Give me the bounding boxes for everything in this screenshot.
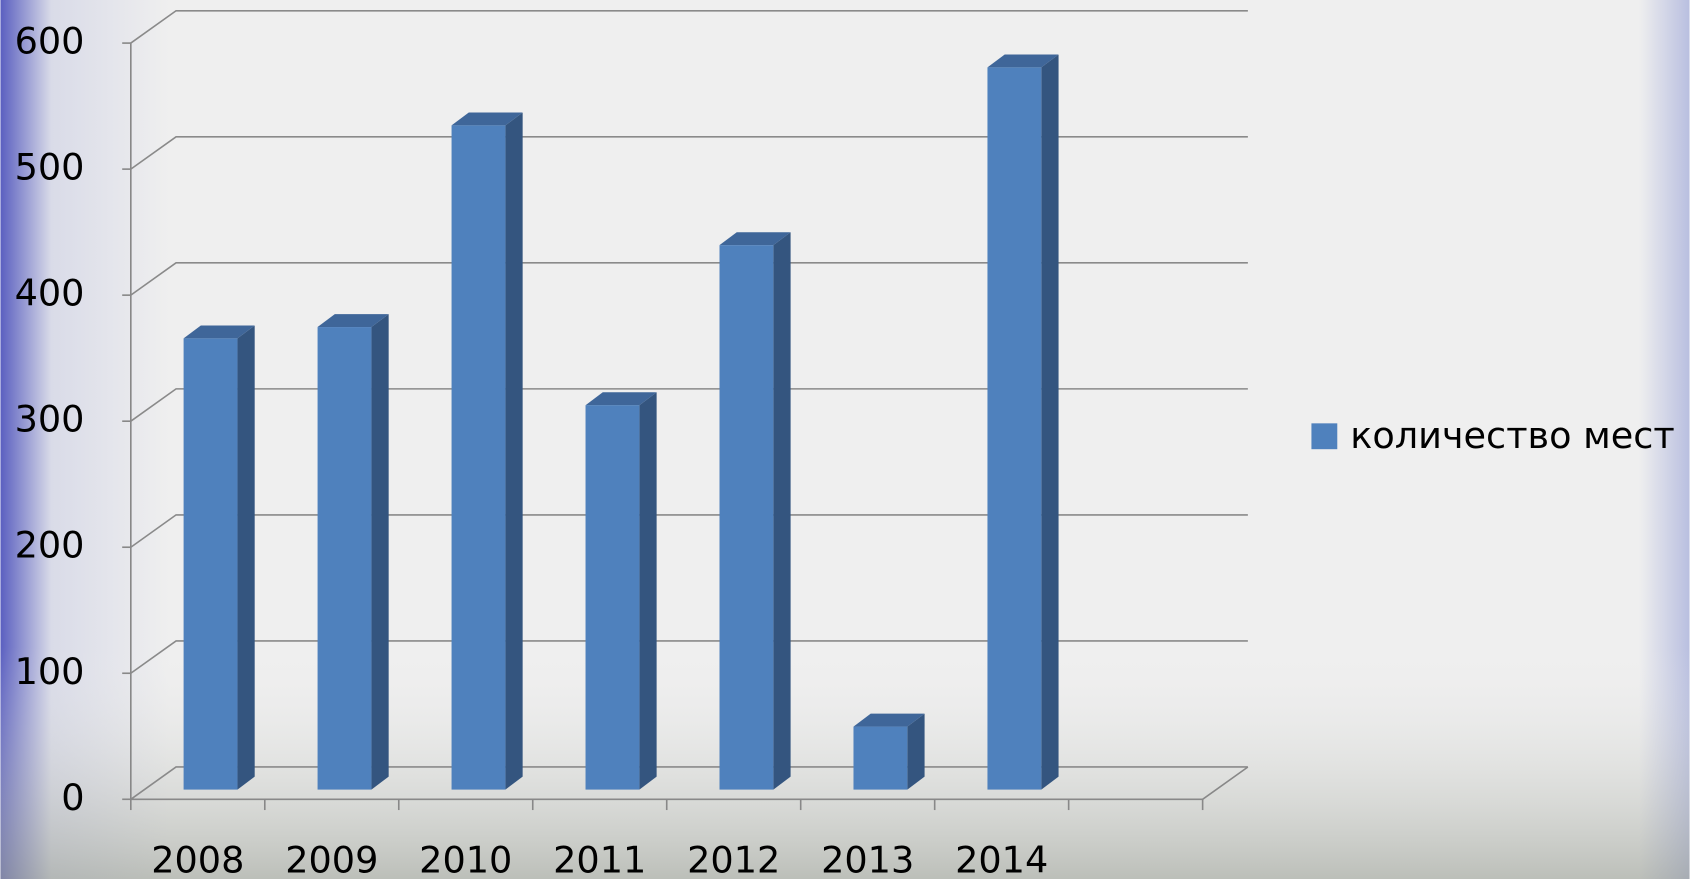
x-tick-label: 2013 [821, 838, 914, 879]
bar-side [237, 325, 255, 790]
bar-front [183, 338, 238, 790]
x-tick-label: 2012 [687, 838, 780, 879]
bar-top [183, 325, 255, 339]
bar-side [371, 314, 389, 790]
plot: 0 100 200 300 400 500 600 2008 2009 2010 2011 2012 2… [15, 9, 1249, 879]
y-tick-label: 600 [15, 20, 85, 63]
y-tick-label: 200 [15, 524, 85, 567]
y-tick-label: 300 [15, 398, 85, 441]
bar-side [773, 232, 791, 790]
bar [585, 392, 657, 790]
grid-line [130, 514, 1248, 548]
bar-top [719, 232, 791, 246]
bar-front [317, 327, 372, 790]
bar-top [451, 112, 523, 126]
grid-line [130, 640, 1248, 674]
y-tick-label: 100 [15, 650, 85, 693]
grid-line [130, 388, 1248, 422]
bar [183, 325, 255, 790]
grid-line [130, 9, 1248, 44]
grid-line [130, 262, 1248, 296]
legend-label: количество мест [1350, 414, 1675, 457]
x-tick-label: 2008 [151, 838, 244, 879]
grid-line [130, 135, 1248, 170]
bar-front [585, 405, 640, 790]
bar-top [853, 713, 925, 727]
y-tick-label: 400 [15, 272, 85, 315]
y-tick-label: 500 [15, 146, 85, 189]
bar [987, 54, 1059, 790]
bar-top [317, 314, 389, 328]
bar-front [451, 125, 506, 790]
bar-side [505, 112, 523, 790]
bar-front [719, 245, 774, 790]
bar-side [907, 713, 925, 790]
bar-front [853, 726, 908, 790]
bar-side [639, 392, 657, 790]
bar [719, 232, 791, 790]
bar [451, 112, 523, 790]
x-tick-label: 2009 [285, 838, 378, 879]
bar-side [1041, 54, 1059, 790]
bar-front [987, 67, 1042, 790]
bar-top [987, 54, 1059, 68]
bar-top [585, 392, 657, 406]
legend-swatch [1311, 423, 1338, 450]
x-tick-label: 2014 [955, 838, 1048, 879]
y-tick-label: 0 [61, 776, 84, 819]
bar [853, 713, 925, 790]
background-scene [0, 646, 1690, 879]
x-tick-label: 2011 [553, 838, 646, 879]
x-tick-label: 2010 [419, 838, 512, 879]
bar [317, 314, 389, 790]
